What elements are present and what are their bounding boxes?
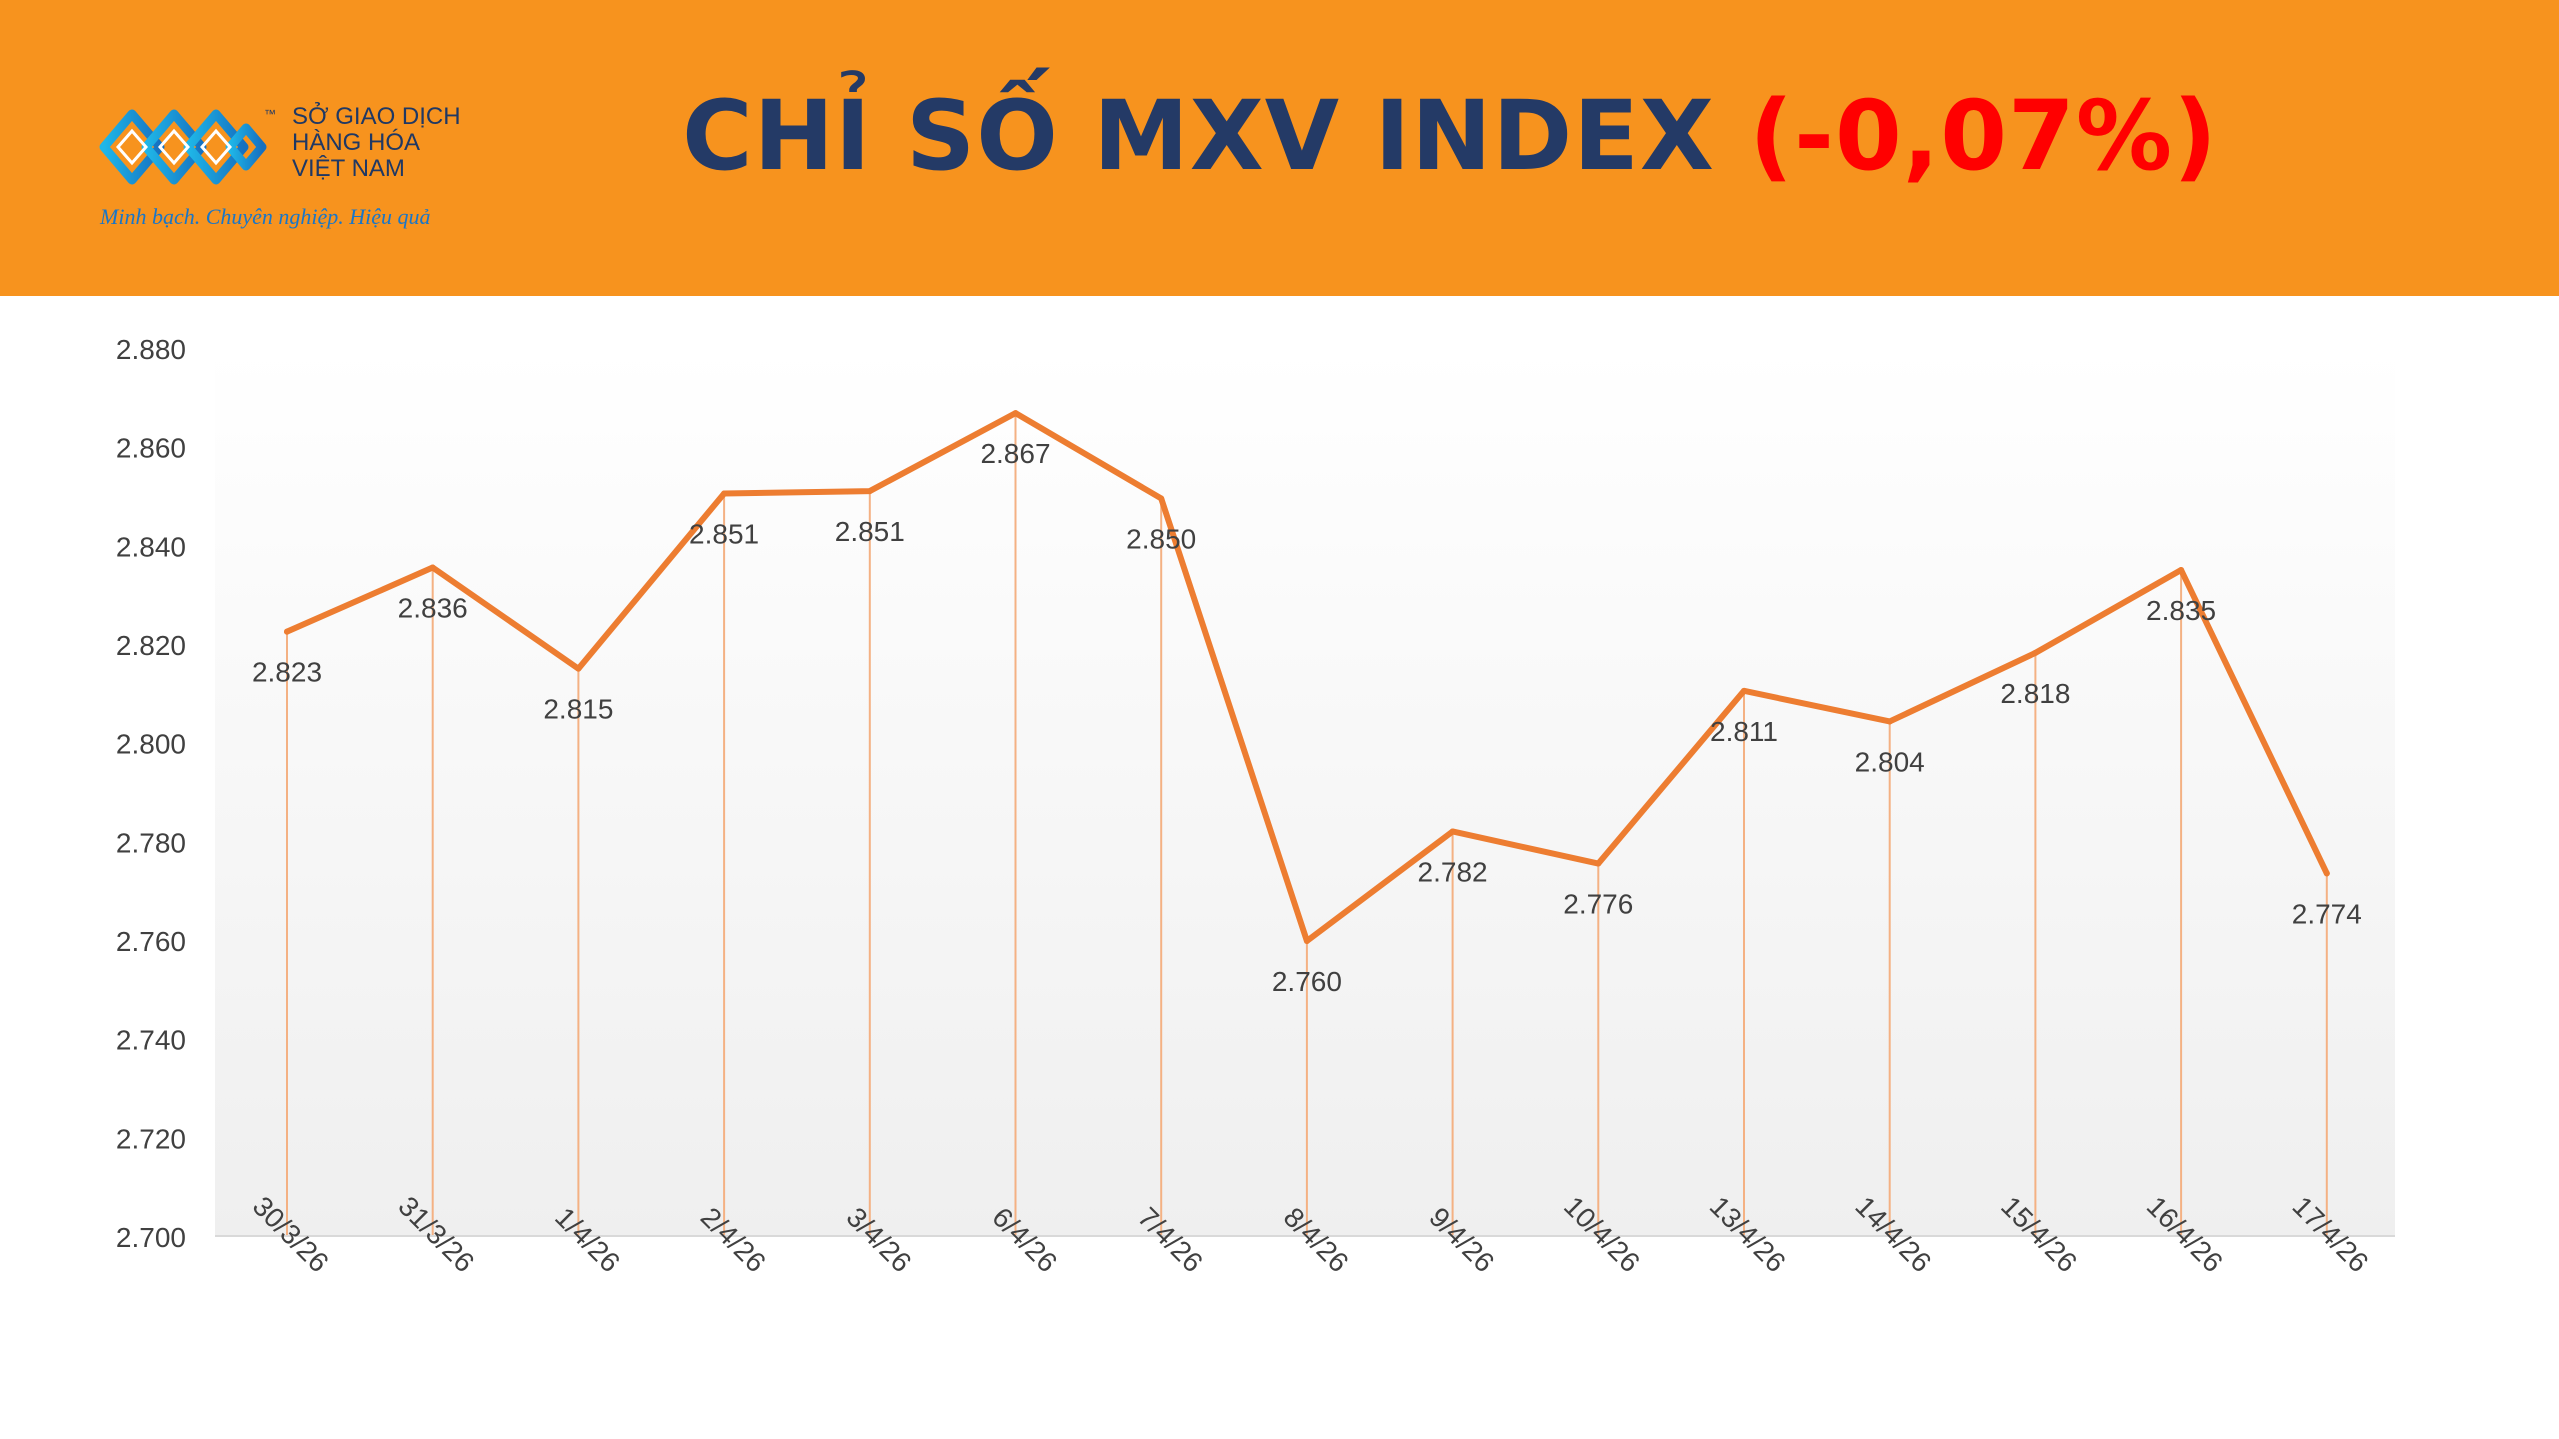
y-tick-label: 2.760 (116, 926, 186, 957)
org-name-line-2: HÀNG HÓA (292, 129, 421, 156)
data-points (284, 410, 2330, 944)
data-label: 2.836 (398, 593, 468, 624)
data-label: 2.851 (835, 516, 905, 547)
page-title: CHỈ SỐ MXV INDEX (-0,07%) (560, 80, 2340, 192)
data-point (1158, 495, 1165, 502)
drop-lines (286, 413, 2328, 1236)
mxv-logo-icon: ™ (99, 107, 276, 185)
data-label: 2.774 (2292, 898, 2362, 929)
data-point (1012, 410, 1019, 417)
y-tick-label: 2.820 (116, 630, 186, 661)
data-label: 2.760 (1272, 966, 1342, 997)
svg-text:™: ™ (264, 107, 276, 121)
data-label: 2.804 (1855, 746, 1925, 777)
org-name-line-1: SỞ GIAO DỊCH (292, 103, 461, 130)
data-label: 2.815 (543, 694, 613, 725)
data-point (1303, 937, 1310, 944)
data-point (575, 665, 582, 672)
data-point (2032, 649, 2039, 656)
data-label: 2.811 (1710, 716, 1778, 747)
header-banner: ™ SỞ GIAO DỊCH HÀNG HÓA VIỆT NAM Minh bạ… (0, 0, 2559, 296)
y-tick-label: 2.780 (116, 827, 186, 858)
data-label: 2.782 (1418, 856, 1488, 887)
y-tick-label: 2.740 (116, 1025, 186, 1056)
y-tick-label: 2.800 (116, 729, 186, 760)
data-point (1449, 828, 1456, 835)
mxv-logo[interactable]: ™ SỞ GIAO DỊCH HÀNG HÓA VIỆT NAM Minh bạ… (96, 92, 516, 242)
data-point (1741, 687, 1747, 694)
data-point (284, 628, 290, 635)
data-label: 2.818 (2000, 678, 2070, 709)
y-tick-label: 2.840 (116, 531, 186, 562)
data-point (429, 564, 436, 571)
y-tick-label: 2.880 (116, 334, 186, 365)
data-point (1886, 718, 1893, 725)
slogan: Minh bạch. Chuyên nghiệp. Hiệu quả (100, 204, 431, 229)
data-label: 2.823 (252, 657, 322, 688)
y-tick-label: 2.720 (116, 1123, 186, 1154)
index-change: (-0,07%) (1749, 80, 2218, 192)
y-tick-label: 2.860 (116, 433, 186, 464)
y-tick-label: 2.700 (116, 1222, 186, 1253)
data-label: 2.776 (1563, 889, 1633, 920)
org-name-line-3: VIỆT NAM (292, 155, 405, 182)
title-text: CHỈ SỐ MXV INDEX (682, 80, 1715, 192)
data-point (1595, 860, 1602, 867)
data-label: 2.867 (980, 438, 1050, 469)
data-point (2178, 567, 2185, 573)
data-label: 2.851 (689, 519, 759, 550)
data-point (2323, 870, 2330, 877)
y-axis: 2.700 2.720 2.740 2.760 2.780 2.800 2.820 2.840… (116, 334, 186, 1253)
plot-area (215, 348, 2395, 1236)
data-labels: 2.823 2.836 2.815 2.851 2.851 2.867 2.850 2.760… (252, 438, 2362, 997)
data-label: 2.850 (1126, 523, 1196, 554)
data-label: 2.835 (2146, 595, 2216, 626)
data-point (721, 490, 728, 497)
data-point (866, 488, 873, 495)
line-chart: 2.700 2.720 2.740 2.760 2.780 2.800 2.820 2.840… (116, 334, 2395, 1278)
org-name: SỞ GIAO DỊCH HÀNG HÓA VIỆT NAM (292, 104, 552, 182)
